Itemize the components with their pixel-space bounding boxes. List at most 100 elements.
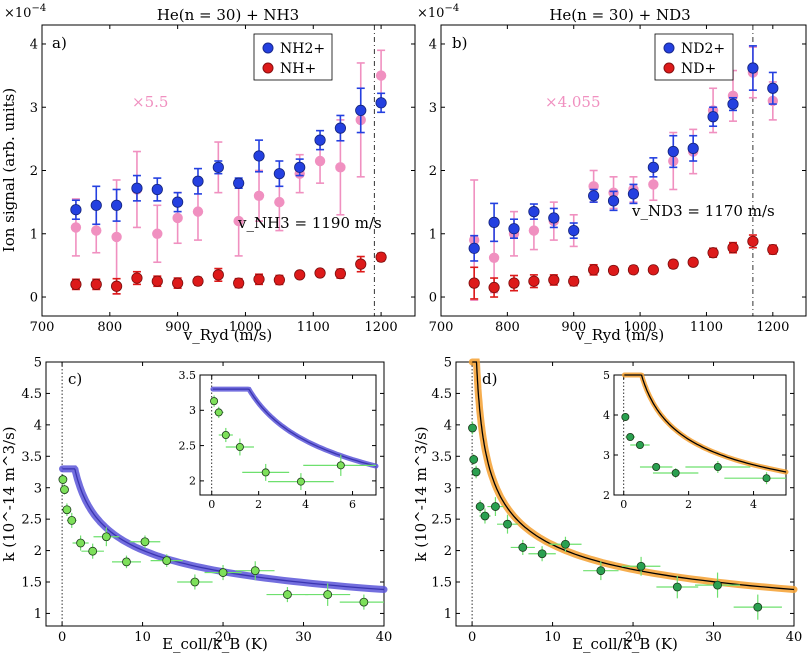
panel-b: He(n = 30) + ND3 ×10−4 700 800 900 1000 1100… <box>417 3 807 344</box>
x-tick-label: 20 <box>625 630 642 645</box>
panel-b-exponent-power: −4 <box>444 3 459 14</box>
data-point <box>528 275 540 287</box>
y-tick-label: 1 <box>429 227 437 242</box>
data-point <box>70 204 82 216</box>
data-point <box>727 242 739 254</box>
data-point <box>375 251 387 263</box>
data-point <box>488 252 500 263</box>
data-point <box>471 467 481 477</box>
data-point <box>296 477 305 486</box>
panel-a: He(n = 30) + NH3 ×10−4 700 800 900 1000 1100… <box>0 3 416 344</box>
y-tick-label: 2 <box>444 544 452 559</box>
data-point <box>131 272 143 284</box>
data-point <box>747 62 759 74</box>
y-tick-label: 1.5 <box>431 576 452 591</box>
x-tick-label: 10 <box>134 630 151 645</box>
legend-nd-marker <box>663 62 675 74</box>
panel-c-inset-marks <box>210 375 379 495</box>
x-tick-label: 10 <box>544 630 561 645</box>
legend-nh2-label: NH2+ <box>280 41 325 57</box>
data-point <box>253 150 265 162</box>
data-point <box>707 111 719 123</box>
data-point <box>250 566 260 576</box>
data-point <box>636 561 646 571</box>
data-point <box>212 161 224 173</box>
legend-nd-label: ND+ <box>681 61 716 77</box>
y-tick-label: 3.5 <box>431 450 452 465</box>
y-tick-label: 1.5 <box>21 576 42 591</box>
data-point <box>253 190 265 202</box>
data-point <box>627 264 640 276</box>
panel-b-scale-annotation: ×4.055 <box>545 93 601 111</box>
panel-c-axes <box>45 361 385 627</box>
panel-d-axes <box>455 361 795 627</box>
panel-d-inset-marks <box>621 372 789 495</box>
data-point <box>508 277 520 289</box>
legend-nh2-marker <box>262 42 274 54</box>
y-tick-label: 3 <box>429 101 437 116</box>
panel-a-title: He(n = 30) + NH3 <box>157 6 299 24</box>
data-point <box>294 269 306 281</box>
data-point <box>528 225 540 236</box>
data-point <box>172 277 184 289</box>
y-tick-label: 5 <box>603 369 610 382</box>
y-tick-label: 4 <box>30 38 38 53</box>
panel-a-marks <box>70 25 387 316</box>
y-tick-label: 4 <box>429 38 437 53</box>
panel-d-inset-axes <box>613 374 787 496</box>
panel-a-label: a) <box>52 34 67 52</box>
data-point <box>62 505 72 515</box>
data-point <box>727 98 739 110</box>
y-tick-label: 5 <box>444 356 452 371</box>
y-tick-label: 4 <box>34 418 42 433</box>
y-tick-label: 3 <box>444 481 452 496</box>
panel-b-title: He(n = 30) + ND3 <box>549 6 690 24</box>
y-tick-label: 2 <box>34 544 42 559</box>
y-tick-label: 2.5 <box>179 439 197 452</box>
data-point <box>648 179 659 190</box>
panel-a-ticks: 700 800 900 1000 1100 1200 0 1 2 3 4 <box>30 25 415 335</box>
data-point <box>568 224 580 237</box>
model-curve <box>62 468 385 591</box>
panel-a-ylabel: Ion signal (arb. units) <box>0 88 18 252</box>
data-point <box>548 212 560 224</box>
data-point <box>253 273 265 285</box>
y-tick-label: 0 <box>30 291 38 306</box>
data-point <box>468 277 480 289</box>
x-tick-label: 1200 <box>365 320 398 335</box>
data-point <box>627 188 640 200</box>
data-point <box>475 502 485 511</box>
data-point <box>323 590 333 599</box>
panel-a-xlabel: v_Ryd (m/s) <box>183 326 273 344</box>
data-point <box>221 430 230 439</box>
panel-d-label: d) <box>482 370 497 388</box>
panel-a-exponent: ×10−4 <box>4 3 46 21</box>
data-point <box>672 582 682 592</box>
data-point <box>192 206 204 217</box>
data-point <box>355 104 367 117</box>
data-point <box>172 212 183 224</box>
data-point <box>568 275 580 287</box>
y-tick-label: 5 <box>34 356 42 371</box>
data-point <box>621 412 630 421</box>
data-point <box>335 162 346 173</box>
y-tick-label: 4.5 <box>21 387 42 402</box>
data-point <box>767 82 779 94</box>
model-curve <box>472 361 795 591</box>
data-point <box>508 223 520 235</box>
data-point <box>334 122 346 134</box>
panel-a-legend: NH2+ NH+ <box>253 33 333 81</box>
panel-b-ticks: 700 800 900 1000 1100 1200 0 1 2 3 4 <box>429 25 806 335</box>
x-tick-label: 1200 <box>756 320 789 335</box>
data-point <box>70 222 82 233</box>
panel-b-label: b) <box>452 34 467 52</box>
data-point <box>588 264 600 276</box>
model-curve <box>624 374 787 473</box>
legend-nd2-marker <box>663 42 675 54</box>
data-point <box>151 183 163 196</box>
data-point <box>210 397 219 406</box>
